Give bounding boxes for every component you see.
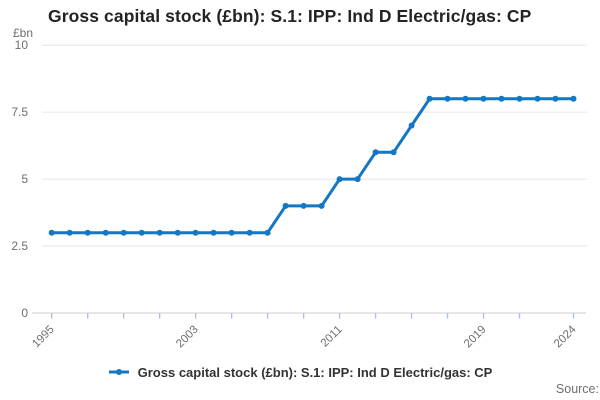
data-point[interactable] — [210, 229, 217, 236]
x-tick-label: 2019 — [462, 324, 489, 351]
page-title: Gross capital stock (£bn): S.1: IPP: Ind… — [48, 6, 532, 26]
data-point[interactable] — [462, 95, 469, 102]
data-point[interactable] — [480, 95, 487, 102]
y-tick-label: 2.5 — [11, 239, 28, 253]
data-point[interactable] — [192, 229, 199, 236]
y-tick-label: 0 — [21, 306, 28, 320]
x-tick-label: 2003 — [174, 324, 201, 351]
data-point[interactable] — [354, 176, 361, 183]
data-point[interactable] — [336, 176, 343, 183]
data-point[interactable] — [102, 229, 109, 236]
y-tick-label: 5 — [21, 172, 28, 186]
data-point[interactable] — [282, 202, 289, 209]
data-point[interactable] — [48, 229, 55, 236]
data-point[interactable] — [426, 95, 433, 102]
data-point[interactable] — [408, 122, 415, 129]
y-tick-label: 10 — [15, 38, 29, 52]
legend-line-marker-icon — [108, 369, 129, 375]
data-point[interactable] — [246, 229, 253, 236]
x-tick-label: 2024 — [552, 323, 579, 350]
data-point[interactable] — [390, 149, 397, 156]
data-point[interactable] — [84, 229, 91, 236]
data-point[interactable] — [264, 229, 271, 236]
data-point[interactable] — [174, 229, 181, 236]
data-point[interactable] — [570, 95, 577, 102]
data-point[interactable] — [498, 95, 505, 102]
data-point[interactable] — [138, 229, 145, 236]
data-point[interactable] — [444, 95, 451, 102]
y-axis-unit-label: £bn — [13, 26, 34, 40]
legend: Gross capital stock (£bn): S.1: IPP: Ind… — [0, 362, 600, 382]
data-point[interactable] — [66, 229, 73, 236]
source-label: Source: — [555, 382, 599, 396]
data-point[interactable] — [552, 95, 559, 102]
x-tick-label: 2011 — [319, 324, 345, 350]
data-point[interactable] — [318, 202, 325, 209]
data-point[interactable] — [120, 229, 127, 236]
legend-label: Gross capital stock (£bn): S.1: IPP: Ind… — [137, 364, 493, 380]
x-tick-label: 1995 — [30, 324, 57, 351]
data-point[interactable] — [228, 229, 235, 236]
data-point[interactable] — [300, 202, 307, 209]
series-line[interactable] — [50, 97, 575, 235]
data-point[interactable] — [534, 95, 541, 102]
data-point[interactable] — [516, 95, 523, 102]
data-point[interactable] — [156, 229, 163, 236]
y-tick-label: 7.5 — [11, 105, 28, 119]
legend-item[interactable]: Gross capital stock (£bn): S.1: IPP: Ind… — [108, 364, 493, 380]
data-point[interactable] — [372, 149, 379, 156]
